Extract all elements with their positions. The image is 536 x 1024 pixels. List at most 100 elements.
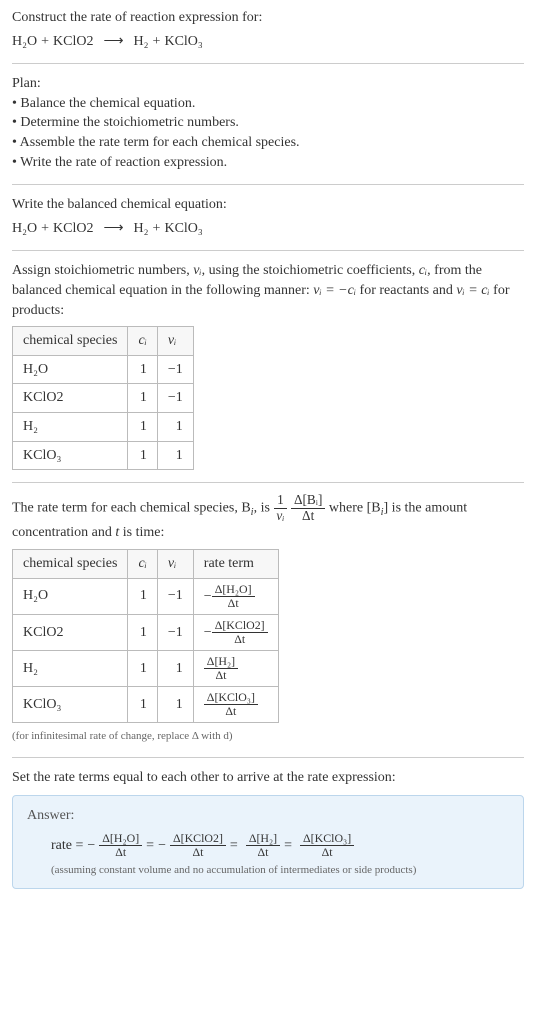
eq-products: νᵢ = cᵢ [456,283,489,298]
problem-statement: Construct the rate of reaction expressio… [12,8,524,51]
fraction-one-over-nu: 1νᵢ [273,493,287,523]
cell-ci: 1 [128,412,157,441]
numerator: Δ[KClO2] [212,619,268,633]
cell-nu: 1 [157,687,193,723]
numerator: 1 [274,493,287,509]
eq-reactants: νᵢ = −cᵢ [313,283,356,298]
cell-ci: 1 [128,441,157,470]
answer-label: Answer: [27,806,509,826]
reactant: H₂O [12,219,37,239]
fraction: Δ[H₂O]Δt [212,583,255,610]
cell-ci: 1 [128,614,157,650]
col-rate-term: rate term [193,549,278,578]
text: , using the stoichiometric coefficients, [202,263,419,278]
cell-rate-term: −Δ[KClO2]Δt [193,614,278,650]
nu-symbol: νᵢ [193,263,201,278]
arrow-icon: ⟶ [103,219,123,239]
infinitesimal-note: (for infinitesimal rate of change, repla… [12,729,524,744]
sign: − [87,836,95,856]
cell-nu: −1 [157,614,193,650]
denominator: νᵢ [273,509,287,524]
numerator: Δ[H₂O] [212,583,255,597]
col-ci: cᵢ [128,327,157,356]
rate-term-text: The rate term for each chemical species,… [12,493,524,543]
cell-ci: 1 [128,578,157,614]
denominator: Δt [231,633,248,646]
reactant: KClO2 [53,219,93,239]
product: H₂ [134,219,149,239]
divider [12,482,524,483]
cell-species: KClO2 [13,384,128,413]
fraction: Δ[H₂]Δt [246,832,280,859]
stoich-section: Assign stoichiometric numbers, νᵢ, using… [12,261,524,470]
cell-ci: 1 [128,384,157,413]
cell-nu: −1 [157,578,193,614]
equals: = [146,836,154,856]
plan-list: Balance the chemical equation. Determine… [12,94,524,172]
denominator: Δt [225,597,242,610]
cell-species: H₂ [13,412,128,441]
table-row: H₂11 [13,412,194,441]
reactant: KClO2 [53,32,93,52]
col-nu: νᵢ [157,327,193,356]
col-species: chemical species [13,327,128,356]
numerator: Δ[H₂] [246,832,280,846]
sign: − [204,588,212,603]
sign: − [158,836,166,856]
table-row: H₂ 1 1 Δ[H₂]Δt [13,650,279,686]
stoich-table: chemical species cᵢ νᵢ H₂O1−1 KClO21−1 H… [12,326,194,470]
plan-section: Plan: Balance the chemical equation. Det… [12,74,524,172]
balanced-section: Write the balanced chemical equation: H₂… [12,195,524,238]
cell-nu: 1 [157,650,193,686]
plan-item: Determine the stoichiometric numbers. [12,113,524,133]
divider [12,757,524,758]
table-row: KClO₃11 [13,441,194,470]
numerator: Δ[KClO₃] [204,691,258,705]
text: , is [254,500,274,515]
rate-expression: rate = −Δ[H₂O]Δt = −Δ[KClO2]Δt = Δ[H₂]Δt… [51,832,509,859]
text: Assign stoichiometric numbers, [12,263,193,278]
assumption-note: (assuming constant volume and no accumul… [51,863,509,878]
equals: = [284,836,292,856]
answer-box: Answer: rate = −Δ[H₂O]Δt = −Δ[KClO2]Δt =… [12,795,524,889]
fraction: Δ[KClO2]Δt [212,619,268,646]
denominator: Δt [299,509,317,524]
cell-nu: 1 [157,412,193,441]
plan-item: Assemble the rate term for each chemical… [12,133,524,153]
numerator: Δ[KClO2] [170,832,226,846]
plus: + [153,219,161,239]
table-row: KClO21−1 [13,384,194,413]
col-ci: cᵢ [128,549,157,578]
plan-item: Write the rate of reaction expression. [12,153,524,173]
cell-ci: 1 [128,355,157,384]
title: Construct the rate of reaction expressio… [12,8,524,28]
fraction-dbi-dt: Δ[Bᵢ]Δt [291,493,325,523]
stoich-text: Assign stoichiometric numbers, νᵢ, using… [12,261,524,320]
numerator: Δ[Bᵢ] [291,493,325,509]
balanced-label: Write the balanced chemical equation: [12,195,524,215]
rate-prefix: rate = [51,836,83,856]
cell-nu: 1 [157,441,193,470]
arrow-icon: ⟶ [103,32,123,52]
table-row: H₂O 1 −1 −Δ[H₂O]Δt [13,578,279,614]
rate-term-table: chemical species cᵢ νᵢ rate term H₂O 1 −… [12,549,279,723]
unbalanced-equation: H₂O + KClO2 ⟶ H₂ + KClO₃ [12,32,524,52]
cell-species: H₂O [13,578,128,614]
numerator: Δ[H₂O] [99,832,142,846]
text: for reactants and [356,283,456,298]
cell-species: KClO₃ [13,687,128,723]
plus: + [41,32,49,52]
text: where [B [329,500,381,515]
sign: − [204,625,212,640]
cell-rate-term: −Δ[H₂O]Δt [193,578,278,614]
cell-nu: −1 [157,384,193,413]
fraction: Δ[H₂O]Δt [99,832,142,859]
fraction: Δ[KClO₃]Δt [300,832,354,859]
cell-species: KClO2 [13,614,128,650]
product: KClO₃ [164,32,202,52]
denominator: Δt [254,846,271,859]
product: KClO₃ [164,219,202,239]
cell-nu: −1 [157,355,193,384]
cell-ci: 1 [128,687,157,723]
col-nu: νᵢ [157,549,193,578]
